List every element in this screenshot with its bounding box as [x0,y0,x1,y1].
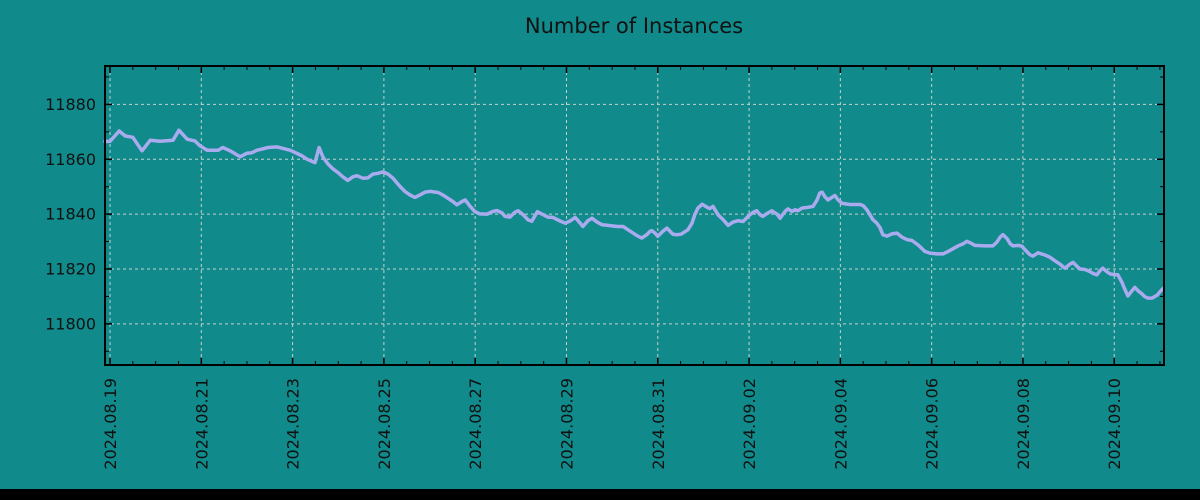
plot-area: 11800 11820 11840 11860 11880 2024.08.19 2024.… [45,65,1165,470]
bottom-edge-bar [0,489,1200,500]
x-tick-label: 2024.08.29 [557,378,576,470]
series-line [103,128,1165,300]
x-tick-label: 2024.09.04 [831,378,850,470]
x-tick-label: 2024.08.23 [284,378,303,470]
y-tick-label: 11860 [45,150,96,169]
chart-title: Number of Instances [525,14,743,38]
x-tick-label: 2024.08.25 [375,378,394,470]
x-tick-label: 2024.09.02 [740,378,759,470]
x-tick-label: 2024.08.19 [101,378,120,470]
y-tick-label: 11840 [45,205,96,224]
x-tick-label: 2024.08.27 [466,378,485,470]
x-tick-label: 2024.08.31 [649,378,668,470]
x-tick-label: 2024.08.21 [192,378,211,470]
x-tick-label: 2024.09.10 [1105,378,1124,470]
x-tick-label: 2024.09.08 [1014,378,1033,470]
y-tick-label: 11880 [45,95,96,114]
x-tick-label: 2024.09.06 [923,378,942,470]
plot-border [104,65,1165,366]
y-tick-label: 11800 [45,314,96,333]
y-tick-label: 11820 [45,259,96,278]
